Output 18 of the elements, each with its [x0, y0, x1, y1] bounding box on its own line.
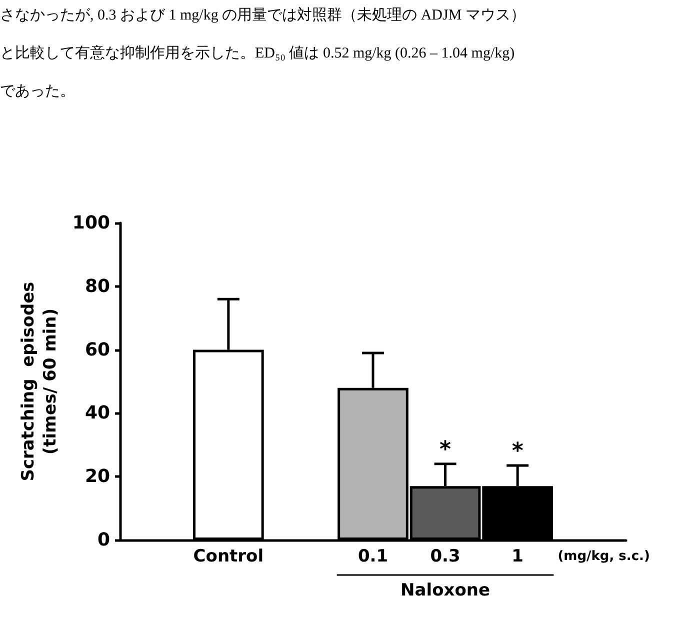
annotation: * [512, 439, 524, 464]
text: と比較して有意な抑制作用を示した。ED₅₀ 値は 0.52 mg/kg (0.26 – 1.04 mg/kg) [0, 44, 515, 62]
y-tick-label: 100 [72, 212, 110, 234]
x-axis-title: Naloxone [400, 580, 490, 600]
x-tick-label: 0.1 [358, 546, 388, 566]
x-tick-label: 0.3 [430, 546, 460, 566]
x-tick-label: 1 [512, 546, 524, 566]
y-tick-label: 20 [84, 466, 110, 488]
y-axis-title: Scratching episodes (times/ 60 min) [18, 282, 61, 482]
annotation: * [440, 437, 452, 462]
text: (mg/kg, s.c.) [558, 549, 650, 564]
y-tick-label: 60 [84, 339, 110, 360]
text: であった。 [0, 84, 75, 100]
x-tick-label: Control [193, 546, 264, 566]
text: さなかったが, 0.3 および 1 mg/kg の用量では対照群（未処理の ADJM マウス） [0, 6, 526, 24]
y-tick-label: 40 [84, 402, 110, 424]
y-tick-label: 80 [84, 276, 110, 297]
y-tick-label: 0 [97, 530, 110, 550]
